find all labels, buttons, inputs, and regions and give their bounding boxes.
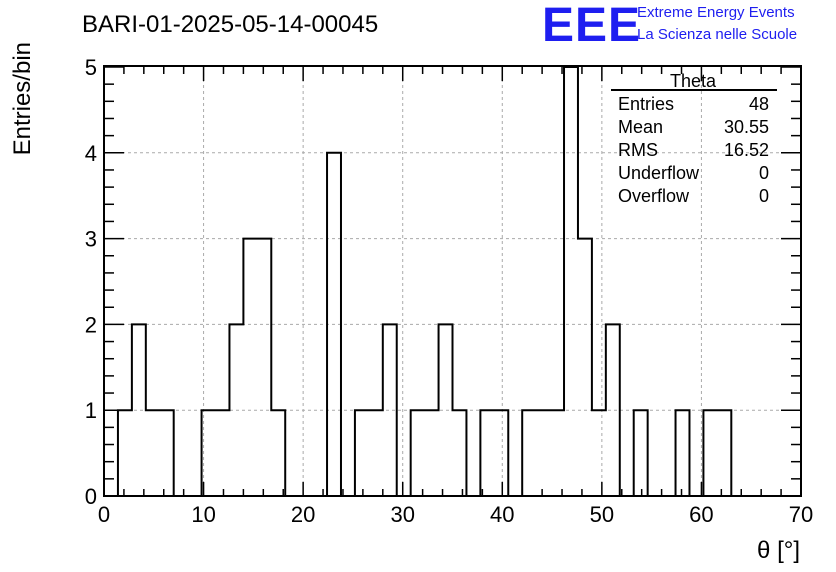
stats-row-label: Overflow — [618, 186, 690, 206]
stats-row-label: Mean — [618, 117, 663, 137]
plot-frame — [103, 65, 802, 497]
x-tick-label: 30 — [390, 502, 414, 527]
y-tick-label: 5 — [85, 55, 97, 80]
logo-line-2: La Scienza nelle Scuole — [637, 26, 797, 43]
y-tick-label: 1 — [85, 398, 97, 423]
x-tick-label: 10 — [191, 502, 215, 527]
stats-row-value: 48 — [749, 94, 769, 114]
stats-title: Theta — [670, 71, 717, 91]
stats-box: Theta Entries 48 Mean 30.55 RMS 16.52 Underflo… — [611, 71, 777, 206]
y-tick-label: 2 — [85, 312, 97, 337]
stats-row-label: Entries — [618, 94, 674, 114]
histogram-line — [104, 66, 801, 497]
x-axis-label: θ [°] — [757, 537, 800, 564]
logo-line-1: Extreme Energy Events — [637, 4, 795, 21]
stats-rows: Entries 48 Mean 30.55 RMS 16.52 Underflow 0 Over… — [618, 94, 769, 206]
stats-row-label: RMS — [618, 140, 658, 160]
x-tick-label: 60 — [689, 502, 713, 527]
x-tick-label: 20 — [291, 502, 315, 527]
y-tick-labels: 0 1 2 3 4 5 — [85, 55, 97, 509]
axis-ticks — [103, 66, 802, 497]
logo-mark: EEE — [542, 0, 641, 52]
x-tick-label: 0 — [98, 502, 110, 527]
y-tick-label: 0 — [85, 484, 97, 509]
grid-lines — [104, 67, 801, 496]
x-tick-label: 40 — [490, 502, 514, 527]
y-tick-label: 3 — [85, 227, 97, 252]
stats-row-label: Underflow — [618, 163, 700, 183]
stats-row-value: 0 — [759, 163, 769, 183]
y-axis-label: Entries/bin — [9, 42, 36, 155]
x-tick-labels: 0 10 20 30 40 50 60 70 — [98, 502, 813, 527]
x-tick-label: 50 — [590, 502, 614, 527]
x-tick-label: 70 — [789, 502, 813, 527]
stats-row-value: 0 — [759, 186, 769, 206]
stats-row-value: 16.52 — [724, 140, 769, 160]
eee-logo: EEE Extreme Energy Events La Scienza nel… — [542, 0, 797, 52]
chart-title: BARI-01-2025-05-14-00045 — [82, 11, 378, 38]
stats-row-value: 30.55 — [724, 117, 769, 137]
y-tick-label: 4 — [85, 141, 97, 166]
